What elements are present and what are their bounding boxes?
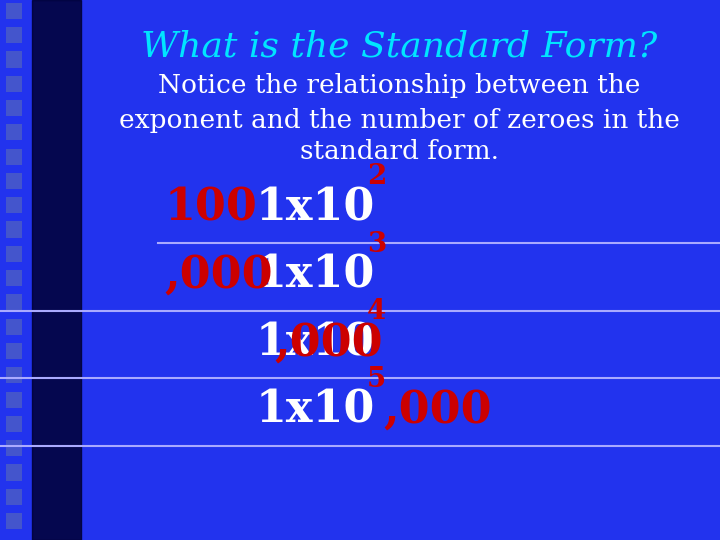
Bar <box>6 197 22 213</box>
Bar <box>6 392 22 408</box>
Bar <box>6 270 22 286</box>
Bar <box>32 0 81 540</box>
Text: exponent and the number of zeroes in the: exponent and the number of zeroes in the <box>120 108 680 133</box>
Bar <box>6 124 22 140</box>
Bar <box>6 100 22 116</box>
Bar <box>6 319 22 335</box>
Text: Notice the relationship between the: Notice the relationship between the <box>158 73 641 98</box>
Text: 1x10: 1x10 <box>256 186 375 230</box>
Bar <box>6 51 22 68</box>
Text: standard form.: standard form. <box>300 139 499 164</box>
Bar <box>6 27 22 43</box>
Bar <box>6 76 22 92</box>
Bar <box>6 343 22 359</box>
Text: 5: 5 <box>367 366 387 393</box>
Bar <box>6 3 22 19</box>
Text: 4: 4 <box>367 298 387 325</box>
Bar <box>6 294 22 310</box>
Text: 100: 100 <box>165 186 258 230</box>
Bar <box>6 367 22 383</box>
Text: 1x10: 1x10 <box>256 389 375 432</box>
Text: 3: 3 <box>367 231 387 258</box>
Bar <box>6 440 22 456</box>
Bar <box>6 148 22 165</box>
Bar <box>6 489 22 505</box>
Text: What is the Standard Form?: What is the Standard Form? <box>141 30 658 64</box>
Bar <box>6 513 22 529</box>
Bar <box>6 464 22 481</box>
Bar <box>6 416 22 432</box>
Bar <box>6 221 22 238</box>
Text: ,000: ,000 <box>384 389 492 432</box>
Bar <box>6 246 22 262</box>
Text: 1x10: 1x10 <box>256 254 375 297</box>
Bar <box>6 173 22 189</box>
Text: ,000: ,000 <box>274 321 383 365</box>
Text: 1x10: 1x10 <box>256 321 375 365</box>
Text: 2: 2 <box>367 163 387 190</box>
Text: ,000: ,000 <box>165 254 274 297</box>
